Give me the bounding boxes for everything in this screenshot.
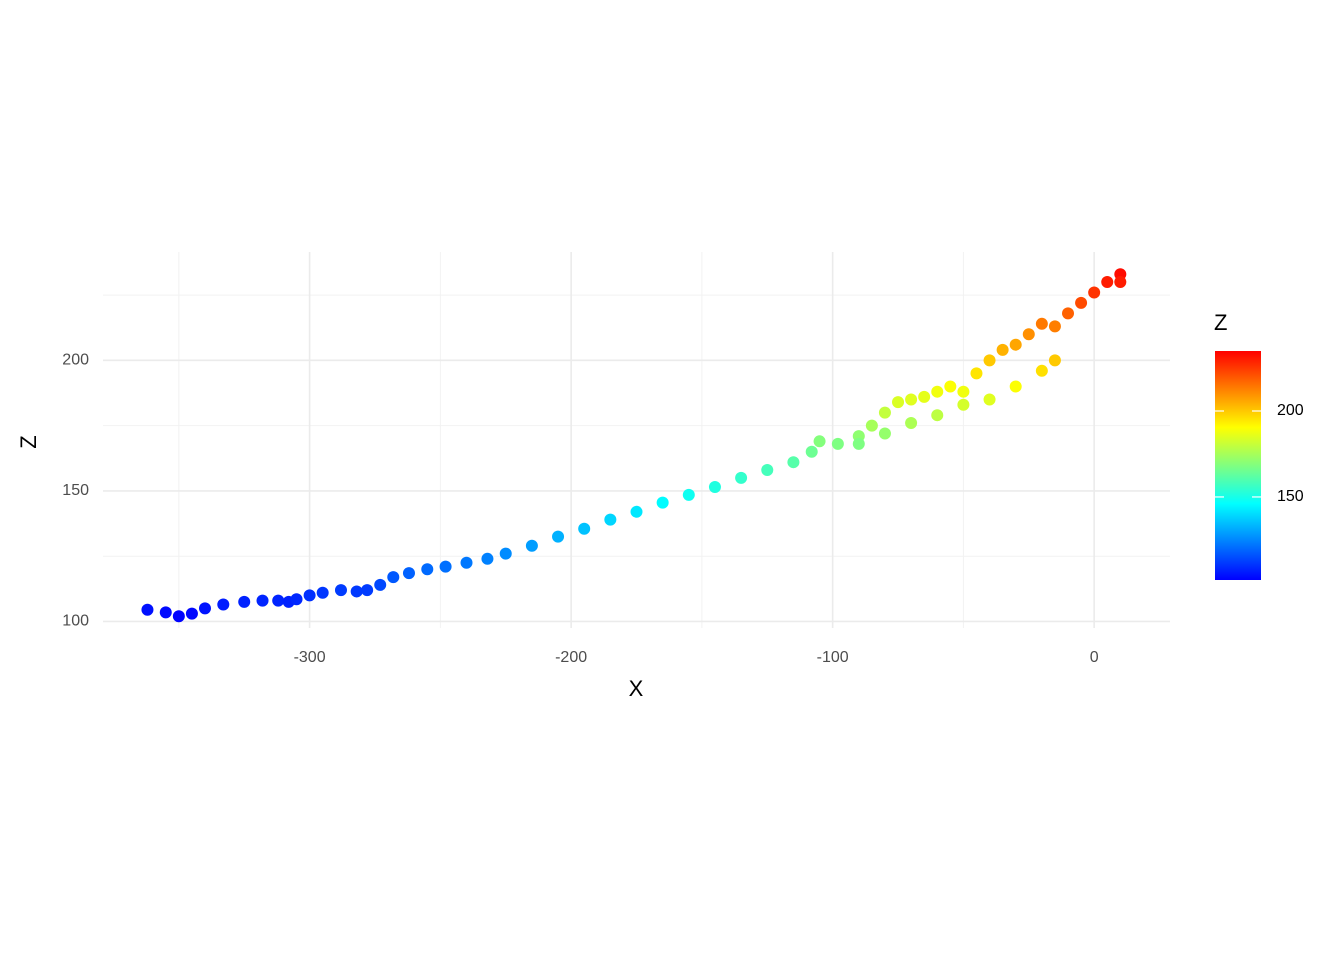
y-tick-label: 200 (62, 352, 89, 369)
point (1048, 320, 1061, 333)
point (1062, 307, 1075, 320)
point (1101, 276, 1114, 289)
point (460, 556, 473, 569)
point (316, 586, 329, 599)
point (918, 390, 931, 403)
y-tick-label: 100 (62, 613, 89, 630)
point (735, 471, 748, 484)
point (1009, 380, 1022, 393)
point (1048, 354, 1061, 367)
point (805, 445, 818, 458)
point (387, 571, 400, 584)
point (905, 417, 918, 430)
x-tick-label: 0 (1090, 649, 1099, 666)
point (421, 563, 434, 576)
point (374, 578, 387, 591)
point (272, 594, 285, 607)
x-tick-label: -300 (294, 649, 326, 666)
point (256, 594, 269, 607)
point (865, 419, 878, 432)
point (303, 589, 316, 602)
point (831, 437, 844, 450)
point (1035, 317, 1048, 330)
point (682, 488, 695, 501)
point (402, 567, 415, 580)
point (878, 427, 891, 440)
point (944, 380, 957, 393)
x-axis-title: X (629, 676, 644, 701)
point (1022, 328, 1035, 341)
y-axis-title: Z (16, 435, 41, 448)
point (983, 354, 996, 367)
x-tick-label: -100 (817, 649, 849, 666)
point (931, 409, 944, 422)
point (141, 603, 154, 616)
point (813, 435, 826, 448)
point (185, 607, 198, 620)
point (761, 464, 774, 477)
point (996, 343, 1009, 356)
point (970, 367, 983, 380)
point (1114, 276, 1127, 289)
point (1009, 338, 1022, 351)
point (931, 385, 944, 398)
point (439, 560, 452, 573)
point (852, 437, 865, 450)
point (350, 585, 363, 598)
point (238, 595, 251, 608)
point (905, 393, 918, 406)
x-tick-label: -200 (555, 649, 587, 666)
point (159, 606, 172, 619)
point (172, 610, 185, 623)
point (787, 456, 800, 469)
point (708, 481, 721, 493)
point (361, 584, 374, 597)
point (630, 505, 643, 518)
colorbar-label: 150 (1277, 488, 1304, 505)
colorbar-label: 200 (1277, 402, 1304, 419)
point (656, 496, 669, 509)
point (957, 398, 970, 411)
point (481, 552, 494, 565)
point (499, 547, 512, 560)
y-tick-label: 150 (62, 482, 89, 499)
point (604, 513, 617, 526)
point (578, 522, 591, 535)
point (1035, 364, 1048, 377)
point (198, 602, 211, 615)
point (552, 530, 565, 543)
point (957, 385, 970, 398)
point (217, 598, 230, 611)
legend-title: Z (1214, 310, 1227, 335)
point (983, 393, 996, 406)
colorbar (1215, 351, 1261, 580)
point (1075, 296, 1088, 309)
point (878, 406, 891, 419)
point (525, 539, 538, 552)
point (290, 593, 303, 606)
point (334, 584, 347, 597)
point (892, 396, 905, 409)
point (1088, 286, 1101, 299)
